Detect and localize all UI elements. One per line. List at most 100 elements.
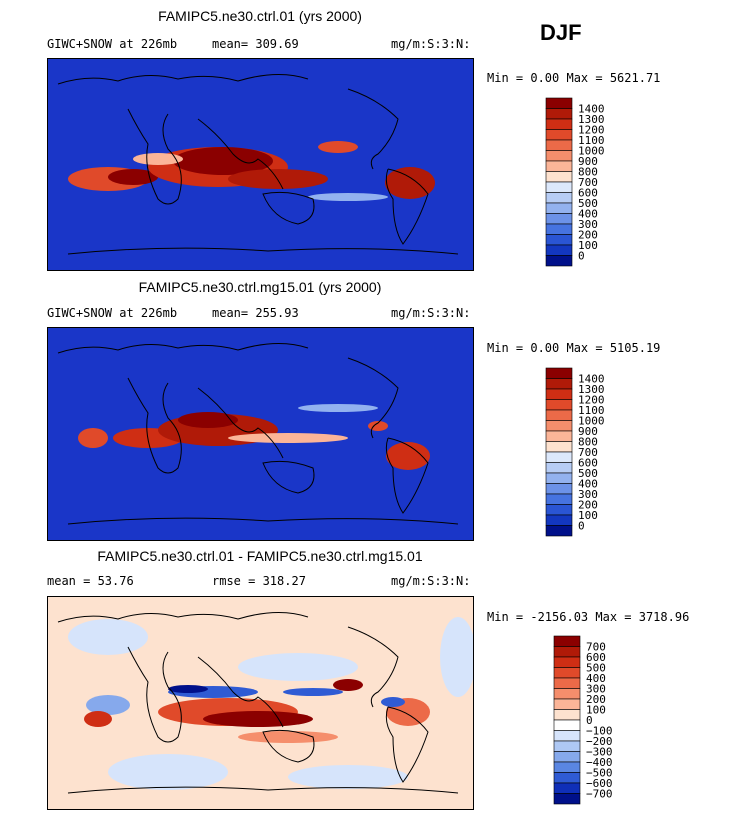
panel-2-map xyxy=(47,327,474,541)
colorbar-tick-label: 1200 xyxy=(578,124,605,137)
colorbar-swatch xyxy=(545,202,573,214)
panel-3-rmse-label: rmse = 318.27 xyxy=(212,574,306,588)
colorbar-tick-label: 800 xyxy=(578,166,598,179)
panel-1-coastlines xyxy=(57,73,459,255)
colorbar-swatch xyxy=(553,677,581,689)
colorbar-tick-label: 300 xyxy=(586,683,606,696)
colorbar-swatch xyxy=(545,213,573,225)
panel-3-units: mg/m:S:3:N: xyxy=(391,574,471,588)
panel-3-mean-label: mean = 53.76 xyxy=(47,574,134,588)
colorbar-tick-label: 400 xyxy=(578,478,598,491)
colorbar-tick-label: 1100 xyxy=(578,404,605,417)
colorbar-swatch xyxy=(545,150,573,162)
colorbar-swatch xyxy=(545,441,573,453)
colorbar-swatch xyxy=(545,97,573,109)
colorbar-tick-label: 800 xyxy=(578,436,598,449)
colorbar-tick-label: 100 xyxy=(578,509,598,522)
season-label: DJF xyxy=(540,20,582,45)
colorbar-swatch xyxy=(553,740,581,752)
colorbar-swatch xyxy=(545,388,573,400)
colorbar-tick-label: −100 xyxy=(586,725,613,738)
colorbar-swatch xyxy=(553,656,581,668)
colorbar-tick-label: 600 xyxy=(578,457,598,470)
colorbar-tick-label: 900 xyxy=(578,425,598,438)
colorbar-swatch xyxy=(545,255,573,267)
panel-1-map xyxy=(47,58,474,271)
colorbar-swatch xyxy=(545,171,573,183)
panel-3-coastlines xyxy=(57,611,459,794)
colorbar-swatch xyxy=(553,772,581,784)
colorbar-tick-label: 200 xyxy=(578,229,598,242)
colorbar-tick-label: −700 xyxy=(586,788,613,801)
colorbar-swatch xyxy=(553,761,581,773)
colorbar-tick-label: 300 xyxy=(578,488,598,501)
panel-2-minmax: Min = 0.00 Max = 5105.19 xyxy=(487,341,661,355)
colorbar-tick-label: 1400 xyxy=(578,103,605,116)
colorbar-swatch xyxy=(545,504,573,516)
colorbar-tick-label: 0 xyxy=(578,250,585,263)
panel-2-field xyxy=(78,404,430,470)
colorbar-swatch xyxy=(545,367,573,379)
colorbar-swatch xyxy=(545,223,573,235)
colorbar-swatch xyxy=(553,793,581,805)
colorbar-swatch xyxy=(553,719,581,731)
panel-1-variable-label: GIWC+SNOW at 226mb xyxy=(47,37,178,51)
panel-2-title: FAMIPC5.ne30.ctrl.mg15.01 (yrs 2000) xyxy=(138,279,382,295)
colorbar-tick-label: 1300 xyxy=(578,383,605,396)
colorbar-swatch xyxy=(545,192,573,204)
panel-1-colorbar: 1400 1300 1200 1100 1000 900 800 700 600 500 400 30… xyxy=(545,97,656,268)
colorbar-swatch xyxy=(545,409,573,421)
panel-3-title: FAMIPC5.ne30.ctrl.01 - FAMIPC5.ne30.ctrl… xyxy=(97,548,423,564)
colorbar-tick-label: 300 xyxy=(578,218,598,231)
colorbar-tick-label: −300 xyxy=(586,746,613,759)
panel-3-colorbar: 700 600 500 400 300 200 100 0 −100 −200 −300 −400 −5… xyxy=(553,635,664,806)
colorbar-tick-label: 1300 xyxy=(578,113,605,126)
colorbar-tick-label: 400 xyxy=(578,208,598,221)
panel-2-variable-label: GIWC+SNOW at 226mb xyxy=(47,306,178,320)
colorbar-swatch xyxy=(545,420,573,432)
colorbar-tick-label: 600 xyxy=(578,187,598,200)
colorbar-tick-label: −200 xyxy=(586,735,613,748)
colorbar-tick-label: 400 xyxy=(586,672,606,685)
colorbar-tick-label: 200 xyxy=(578,499,598,512)
colorbar-tick-label: 700 xyxy=(578,446,598,459)
panel-1-title: FAMIPC5.ne30.ctrl.01 (yrs 2000) xyxy=(158,8,362,24)
colorbar-tick-label: 700 xyxy=(586,641,606,654)
colorbar-tick-label: 0 xyxy=(578,520,585,533)
colorbar-swatch xyxy=(545,472,573,484)
colorbar-tick-label: 1000 xyxy=(578,415,605,428)
colorbar-tick-label: 100 xyxy=(578,239,598,252)
colorbar-tick-label: 700 xyxy=(578,176,598,189)
colorbar-swatch xyxy=(553,667,581,679)
colorbar-tick-label: 500 xyxy=(578,197,598,210)
colorbar-swatch xyxy=(553,751,581,763)
colorbar-tick-label: 0 xyxy=(586,714,593,727)
colorbar-tick-label: 1400 xyxy=(578,373,605,386)
colorbar-swatch xyxy=(545,514,573,526)
colorbar-tick-label: 500 xyxy=(586,662,606,675)
colorbar-swatch xyxy=(545,378,573,390)
colorbar-tick-label: 600 xyxy=(586,651,606,664)
colorbar-swatch xyxy=(553,688,581,700)
colorbar-swatch xyxy=(545,108,573,120)
colorbar-swatch xyxy=(545,525,573,537)
panel-3-map xyxy=(47,596,474,810)
colorbar-swatch xyxy=(545,129,573,141)
colorbar-tick-label: −500 xyxy=(586,767,613,780)
colorbar-swatch xyxy=(545,118,573,130)
colorbar-tick-label: 900 xyxy=(578,155,598,168)
colorbar-swatch xyxy=(553,709,581,721)
colorbar-swatch xyxy=(545,234,573,246)
colorbar-swatch xyxy=(545,483,573,495)
panel-2-units: mg/m:S:3:N: xyxy=(391,306,471,320)
panel-2-colorbar: 1400 1300 1200 1100 1000 900 800 700 600 500 400 30… xyxy=(545,367,656,538)
colorbar-tick-label: −400 xyxy=(586,756,613,769)
colorbar-swatch xyxy=(553,730,581,742)
panel-2-mean-label: mean= 255.93 xyxy=(212,306,299,320)
colorbar-swatch xyxy=(545,181,573,193)
colorbar-swatch xyxy=(553,635,581,647)
panel-1-field xyxy=(68,141,435,201)
panel-2-coastlines xyxy=(57,342,459,525)
colorbar-tick-label: 500 xyxy=(578,467,598,480)
colorbar-swatch xyxy=(553,646,581,658)
